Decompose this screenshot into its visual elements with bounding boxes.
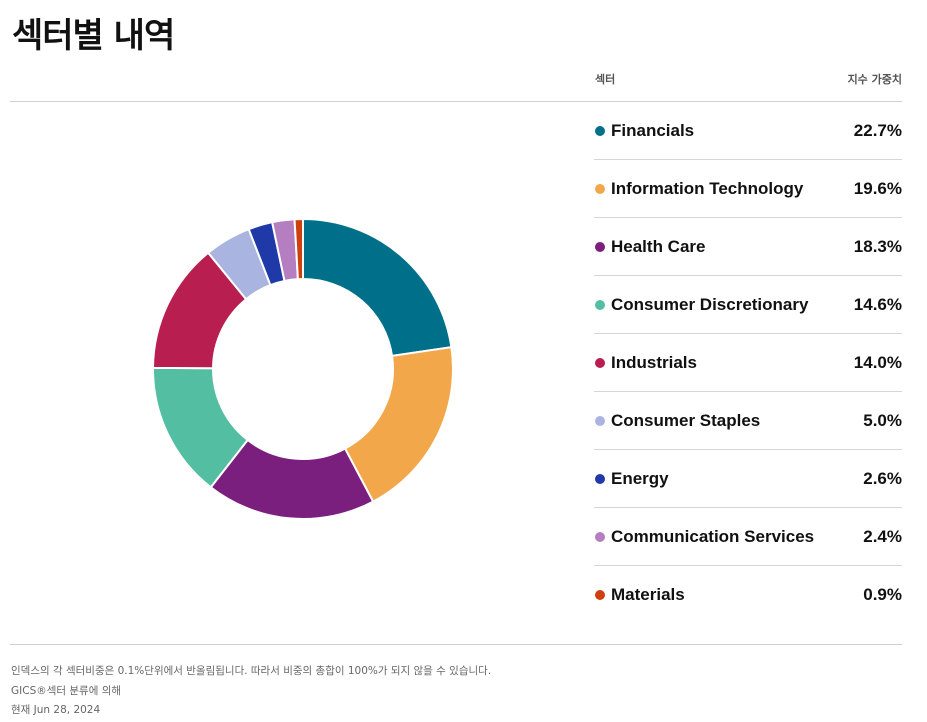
legend-label: Information Technology <box>611 178 804 198</box>
weight-column-header: 지수 가중치 <box>847 73 902 86</box>
legend-dot-icon <box>595 531 605 542</box>
legend-dot-icon <box>595 299 605 310</box>
sector-legend: Financials 22.7% Information Technology 19.… <box>594 102 902 623</box>
legend-row-industrials: Industrials 14.0% <box>594 334 902 392</box>
legend-dot-icon <box>595 357 605 368</box>
legend-value: 5.0% <box>863 410 902 430</box>
legend-label: Health Care <box>611 236 706 256</box>
legend-row-financials: Financials 22.7% <box>594 102 902 160</box>
legend-label: Consumer Discretionary <box>611 294 809 314</box>
legend-dot-icon <box>595 183 605 194</box>
legend-value: 22.7% <box>853 120 902 140</box>
sector-column-header: 섹터 <box>595 73 616 86</box>
legend-value: 2.4% <box>863 526 902 546</box>
legend-label: Financials <box>611 120 695 140</box>
donut-slice-materials <box>293 217 304 281</box>
legend-dot-icon <box>595 241 605 252</box>
page-title: 섹터별 내역 <box>12 16 175 56</box>
legend-row-materials: Materials 0.9% <box>594 566 902 623</box>
rounding-note: 인덱스의 각 섹터비중은 0.1%단위에서 반올림됩니다. 따라서 비중의 총합… <box>11 665 492 677</box>
legend-row-consumer-staples: Consumer Staples 5.0% <box>594 392 902 450</box>
legend-dot-icon <box>595 415 605 426</box>
gics-note: GICS®섹터 분류에 의해 <box>11 685 122 697</box>
legend-label: Consumer Staples <box>611 410 761 430</box>
legend-label: Communication Services <box>611 526 815 546</box>
legend-value: 14.0% <box>853 352 902 372</box>
legend-value: 19.6% <box>853 178 902 198</box>
legend-label: Industrials <box>611 352 697 372</box>
legend-row-energy: Energy 2.6% <box>594 450 902 508</box>
legend-dot-icon <box>595 125 605 136</box>
legend-row-communication-services: Communication Services 2.4% <box>594 508 902 566</box>
donut-svg <box>151 217 454 520</box>
sector-donut-chart <box>150 216 456 522</box>
legend-value: 18.3% <box>853 236 902 256</box>
legend-row-information-technology: Information Technology 19.6% <box>594 160 902 218</box>
legend-row-consumer-discretionary: Consumer Discretionary 14.6% <box>594 276 902 334</box>
footer-divider <box>10 644 902 645</box>
legend-dot-icon <box>595 473 605 484</box>
legend-value: 2.6% <box>863 468 902 488</box>
legend-value: 0.9% <box>863 584 902 604</box>
legend-value: 14.6% <box>853 294 902 314</box>
header-divider <box>10 101 902 102</box>
legend-dot-icon <box>595 589 605 600</box>
legend-label: Energy <box>611 468 669 488</box>
legend-row-health-care: Health Care 18.3% <box>594 218 902 276</box>
legend-label: Materials <box>611 584 685 604</box>
as-of-date: 현재 Jun 28, 2024 <box>11 704 101 716</box>
donut-slice-financials <box>302 217 453 358</box>
